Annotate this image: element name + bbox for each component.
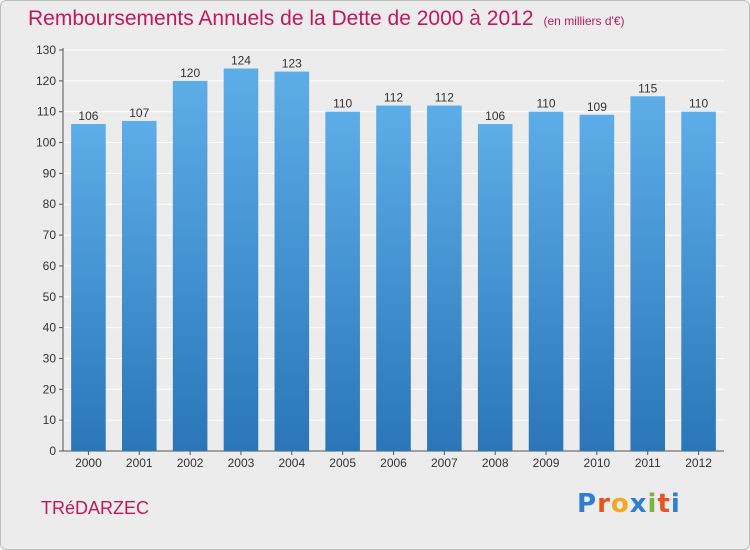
bar-2003 — [223, 68, 259, 451]
x-tick-label-2011: 2011 — [635, 456, 661, 470]
y-tick-label: 130 — [36, 43, 56, 57]
town-name: TRéDARZEC — [41, 498, 150, 518]
x-tick-label-2004: 2004 — [278, 456, 305, 470]
bar-2009 — [528, 111, 564, 451]
x-tick-label-2006: 2006 — [380, 456, 407, 470]
x-tick-label-2000: 2000 — [75, 456, 102, 470]
y-tick-label: 120 — [36, 74, 56, 88]
x-tick-label-2001: 2001 — [126, 456, 153, 470]
value-label-2009: 110 — [536, 97, 555, 111]
value-label-2008: 106 — [485, 109, 505, 123]
y-tick-label: 70 — [43, 228, 57, 242]
value-label-2010: 109 — [587, 100, 607, 114]
value-label-2002: 120 — [180, 66, 200, 80]
bars — [71, 68, 716, 452]
y-tick-label: 100 — [36, 136, 56, 150]
y-tick-label: 80 — [43, 197, 57, 211]
y-tick-label: 10 — [43, 413, 57, 427]
x-tick-label-2007: 2007 — [431, 456, 458, 470]
x-tick-label-2008: 2008 — [482, 456, 509, 470]
bar-2001 — [121, 120, 157, 451]
x-tick-label-2010: 2010 — [584, 456, 611, 470]
y-tick-label: 30 — [43, 351, 57, 365]
logo-letter: P — [577, 489, 598, 519]
x-tick-label-2012: 2012 — [685, 456, 712, 470]
x-tick-label-2003: 2003 — [228, 456, 255, 470]
logo-letter: o — [610, 489, 630, 519]
bar-2005 — [325, 111, 360, 451]
y-tick-label: 60 — [43, 259, 57, 273]
logo-letter: i — [647, 489, 658, 519]
bar-2008 — [477, 124, 513, 452]
bar-2002 — [172, 80, 208, 451]
x-tick-label-2002: 2002 — [177, 456, 204, 470]
value-label-2005: 110 — [333, 97, 352, 111]
logo-letter: i — [670, 489, 681, 519]
value-label-2007: 112 — [435, 91, 454, 105]
value-label-2012: 110 — [689, 97, 708, 111]
proxiti-logo[interactable]: Proxiti — [577, 489, 681, 519]
logo-letter: x — [629, 489, 648, 519]
y-tick-label: 90 — [43, 166, 57, 180]
y-tick-label: 40 — [43, 321, 57, 335]
bar-2012 — [681, 111, 716, 451]
logo-letter: t — [657, 489, 671, 519]
value-label-2006: 112 — [384, 91, 403, 105]
bar-2004 — [274, 71, 310, 451]
y-tick-label: 50 — [43, 290, 57, 304]
bar-2011 — [630, 96, 666, 452]
value-label-2001: 107 — [129, 106, 149, 120]
x-tick-label-2009: 2009 — [533, 456, 560, 470]
chart-title: Remboursements Annuels de la Dette de 20… — [28, 7, 625, 31]
value-label-2004: 123 — [282, 57, 302, 71]
logo-letter: r — [597, 489, 611, 519]
x-tick-label-2005: 2005 — [329, 456, 356, 470]
y-tick-label: 110 — [37, 105, 56, 119]
value-label-2003: 124 — [231, 54, 251, 68]
value-label-2000: 106 — [78, 109, 98, 123]
labels: 0 10 20 30 40 50 60 70 80 90 100 110 120 130 106 2000 10… — [36, 43, 712, 470]
y-tick-label: 20 — [43, 382, 57, 396]
bar-2000 — [71, 124, 106, 452]
value-label-2011: 115 — [638, 81, 657, 95]
bar-2007 — [427, 105, 462, 452]
chart-unit: (en milliers d'€) — [543, 14, 625, 28]
chart-title-text: Remboursements Annuels de la Dette de 20… — [28, 7, 534, 30]
bar-2006 — [376, 105, 411, 452]
y-tick-label: 0 — [49, 444, 56, 458]
bar-2010 — [579, 114, 615, 452]
